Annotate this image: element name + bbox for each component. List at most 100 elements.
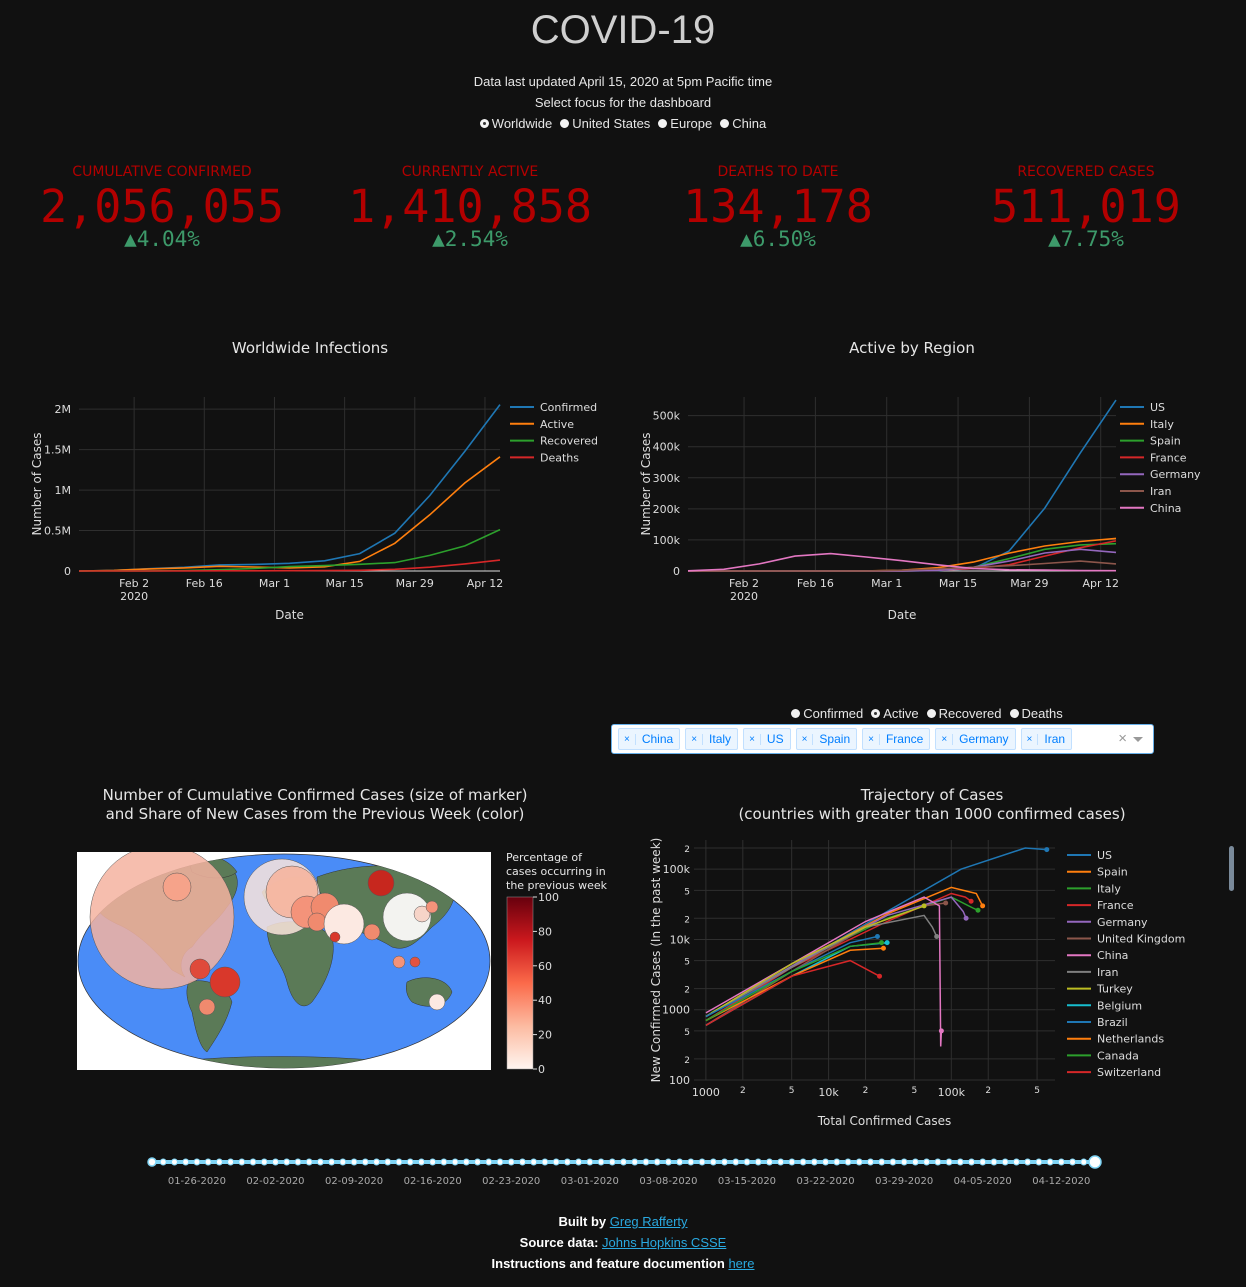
slider-dot[interactable] (945, 1158, 953, 1166)
slider-dot[interactable] (215, 1158, 223, 1166)
slider-dot[interactable] (889, 1158, 897, 1166)
metric-option-deaths[interactable]: Deaths (1009, 706, 1063, 721)
slider-dot[interactable] (485, 1158, 493, 1166)
trajectory-endpoint[interactable] (921, 903, 927, 909)
remove-tag-icon[interactable]: × (744, 733, 761, 745)
slider-dot[interactable] (1012, 1158, 1020, 1166)
slider-dot[interactable] (294, 1158, 302, 1166)
legend-item-germany[interactable]: Germany (1097, 916, 1148, 929)
clear-all-icon[interactable]: × (1118, 730, 1127, 747)
remove-tag-icon[interactable]: × (686, 733, 704, 745)
remove-tag-icon[interactable]: × (1022, 733, 1039, 745)
slider-dot[interactable] (417, 1158, 425, 1166)
legend-item-china[interactable]: China (1097, 949, 1128, 962)
slider-dot[interactable] (631, 1158, 639, 1166)
radio-selected-icon[interactable] (871, 709, 881, 718)
trajectory-line-belgium[interactable] (705, 941, 888, 1026)
slider-dot[interactable] (732, 1158, 740, 1166)
slider-dot[interactable] (900, 1158, 908, 1166)
trajectory-endpoint[interactable] (877, 973, 883, 979)
trajectory-line-canada[interactable] (705, 941, 882, 1022)
radio-icon[interactable] (658, 119, 668, 128)
slider-dot[interactable] (765, 1158, 773, 1166)
remove-tag-icon[interactable]: × (863, 733, 880, 745)
slider-dot[interactable] (721, 1158, 729, 1166)
slider-dot[interactable] (777, 1158, 785, 1166)
slider-dot[interactable] (833, 1158, 841, 1166)
legend-item-netherlands[interactable]: Netherlands (1097, 1033, 1164, 1046)
slider-dot[interactable] (361, 1158, 369, 1166)
trajectory-endpoint[interactable] (884, 940, 890, 946)
trajectory-endpoint[interactable] (975, 907, 981, 913)
slider-dot[interactable] (271, 1158, 279, 1166)
slider-dot[interactable] (597, 1158, 605, 1166)
slider-dot[interactable] (350, 1158, 358, 1166)
trajectory-endpoint[interactable] (879, 940, 885, 946)
slider-dot[interactable] (754, 1158, 762, 1166)
slider-dot[interactable] (159, 1158, 167, 1166)
slider-dot[interactable] (305, 1158, 313, 1166)
legend-item-active[interactable]: Active (540, 418, 574, 431)
slider-dot[interactable] (743, 1158, 751, 1166)
radio-icon[interactable] (720, 119, 730, 128)
trajectory-endpoint[interactable] (934, 934, 940, 940)
slider-dot[interactable] (249, 1158, 257, 1166)
trajectory-endpoint[interactable] (963, 915, 969, 921)
slider-dot[interactable] (855, 1158, 863, 1166)
slider-dot[interactable] (911, 1158, 919, 1166)
slider-dot[interactable] (496, 1158, 504, 1166)
trajectory-line-france[interactable] (705, 892, 972, 1022)
trajectory-endpoint[interactable] (980, 903, 986, 909)
slider-dot[interactable] (406, 1158, 414, 1166)
slider-dot[interactable] (653, 1158, 661, 1166)
chevron-down-icon[interactable] (1133, 737, 1143, 742)
slider-dot[interactable] (810, 1158, 818, 1166)
slider-dot[interactable] (227, 1158, 235, 1166)
world-bubble-map[interactable] (77, 852, 491, 1070)
slider-dot[interactable] (664, 1158, 672, 1166)
slider-dot[interactable] (238, 1158, 246, 1166)
slider-dot[interactable] (586, 1158, 594, 1166)
legend-item-germany[interactable]: Germany (1150, 468, 1201, 481)
slider-dot[interactable] (1057, 1158, 1065, 1166)
series-line-china[interactable] (687, 552, 1117, 572)
series-line-confirmed[interactable] (78, 404, 501, 572)
trajectory-line-brazil[interactable] (705, 935, 878, 1018)
legend-item-italy[interactable]: Italy (1150, 418, 1174, 431)
series-line-iran[interactable] (688, 560, 1117, 572)
radio-icon[interactable] (791, 709, 801, 718)
trajectory-chart[interactable]: 1000 2 5 10k 2 5 100k 2 5 100 2 5 1000 2 5 10k 2 5 100k 2 To… (640, 830, 1230, 1135)
slider-dot[interactable] (620, 1158, 627, 1166)
trajectory-line-united-kingdom[interactable] (705, 902, 946, 1026)
focus-option-europe[interactable]: Europe (658, 116, 712, 131)
trajectory-endpoint[interactable] (943, 900, 949, 906)
slider-dot[interactable] (451, 1158, 459, 1166)
legend-item-spain[interactable]: Spain (1097, 866, 1128, 879)
legend-item-belgium[interactable]: Belgium (1097, 999, 1142, 1012)
metric-option-active[interactable]: Active (871, 706, 919, 721)
trajectory-line-germany[interactable] (705, 896, 967, 1018)
legend-item-spain[interactable]: Spain (1150, 435, 1181, 448)
slider-dot[interactable] (260, 1158, 268, 1166)
slider-dot[interactable] (934, 1158, 942, 1166)
slider-dot[interactable] (979, 1158, 987, 1166)
legend-item-france[interactable]: France (1097, 899, 1134, 912)
slider-dot[interactable] (687, 1158, 695, 1166)
slider-dot[interactable] (1080, 1158, 1088, 1166)
slider-handle-start[interactable] (147, 1157, 157, 1167)
trajectory-endpoint[interactable] (880, 945, 886, 951)
series-line-spain[interactable] (688, 542, 1117, 572)
slider-dot[interactable] (204, 1158, 212, 1166)
slider-dot[interactable] (968, 1158, 976, 1166)
legend-item-switzerland[interactable]: Switzerland (1097, 1066, 1161, 1079)
slider-dot[interactable] (1024, 1158, 1032, 1166)
legend-item-us[interactable]: US (1150, 401, 1165, 414)
slider-dot[interactable] (541, 1158, 549, 1166)
slider-dot[interactable] (283, 1158, 291, 1166)
slider-dot[interactable] (384, 1158, 392, 1166)
region-multiselect[interactable]: × China × Italy × US × Spain × France × German… (611, 724, 1154, 754)
slider-dot[interactable] (507, 1158, 515, 1166)
source-link[interactable]: Johns Hopkins CSSE (602, 1235, 727, 1250)
